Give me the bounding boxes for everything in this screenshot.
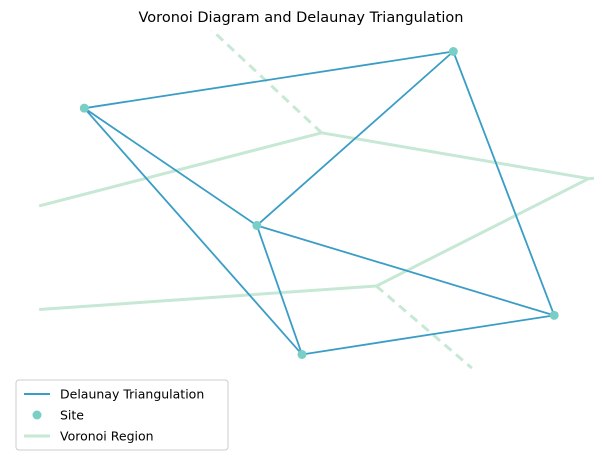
site-point-4 (297, 349, 307, 359)
site-point-1 (448, 47, 458, 56)
chart-title: Voronoi Diagram and Delaunay Triangulati… (139, 10, 464, 26)
voronoi-ridge-5 (588, 176, 594, 181)
legend: Delaunay Triangulation Site Voronoi Regi… (15, 379, 229, 451)
site-point-0 (79, 103, 89, 113)
legend-frame (15, 379, 229, 451)
legend-label-voronoi: Voronoi Region (60, 429, 154, 444)
delaunay-edges (83, 50, 556, 356)
voronoi-ridge-3 (39, 284, 377, 311)
delaunay-edge-4 (83, 107, 258, 227)
voronoi-ridge-2 (38, 131, 323, 208)
site-point-2 (252, 220, 262, 230)
voronoi-ridge-1 (375, 177, 590, 288)
voronoi-ridges (38, 30, 594, 370)
legend-item-site: Site (32, 408, 84, 423)
legend-item-delaunay: Delaunay Triangulation (24, 387, 204, 402)
delaunay-edge-1 (452, 50, 556, 317)
sites (79, 47, 559, 359)
site-point-3 (549, 310, 559, 320)
legend-item-voronoi: Voronoi Region (24, 429, 154, 444)
delaunay-edge-5 (255, 50, 455, 227)
delaunay-edge-2 (301, 314, 556, 356)
voronoi-ridge-6 (375, 284, 473, 370)
delaunay-edge-0 (83, 50, 455, 110)
delaunay-edge-3 (255, 224, 303, 356)
voronoi-ridge-0 (321, 131, 589, 181)
legend-label-site: Site (60, 408, 84, 423)
delaunay-edge-7 (83, 107, 303, 356)
legend-swatch-site (32, 410, 42, 420)
plot-area (38, 30, 594, 370)
delaunay-edge-6 (255, 224, 556, 317)
voronoi-ridge-4 (210, 30, 323, 134)
legend-label-delaunay: Delaunay Triangulation (60, 387, 204, 402)
